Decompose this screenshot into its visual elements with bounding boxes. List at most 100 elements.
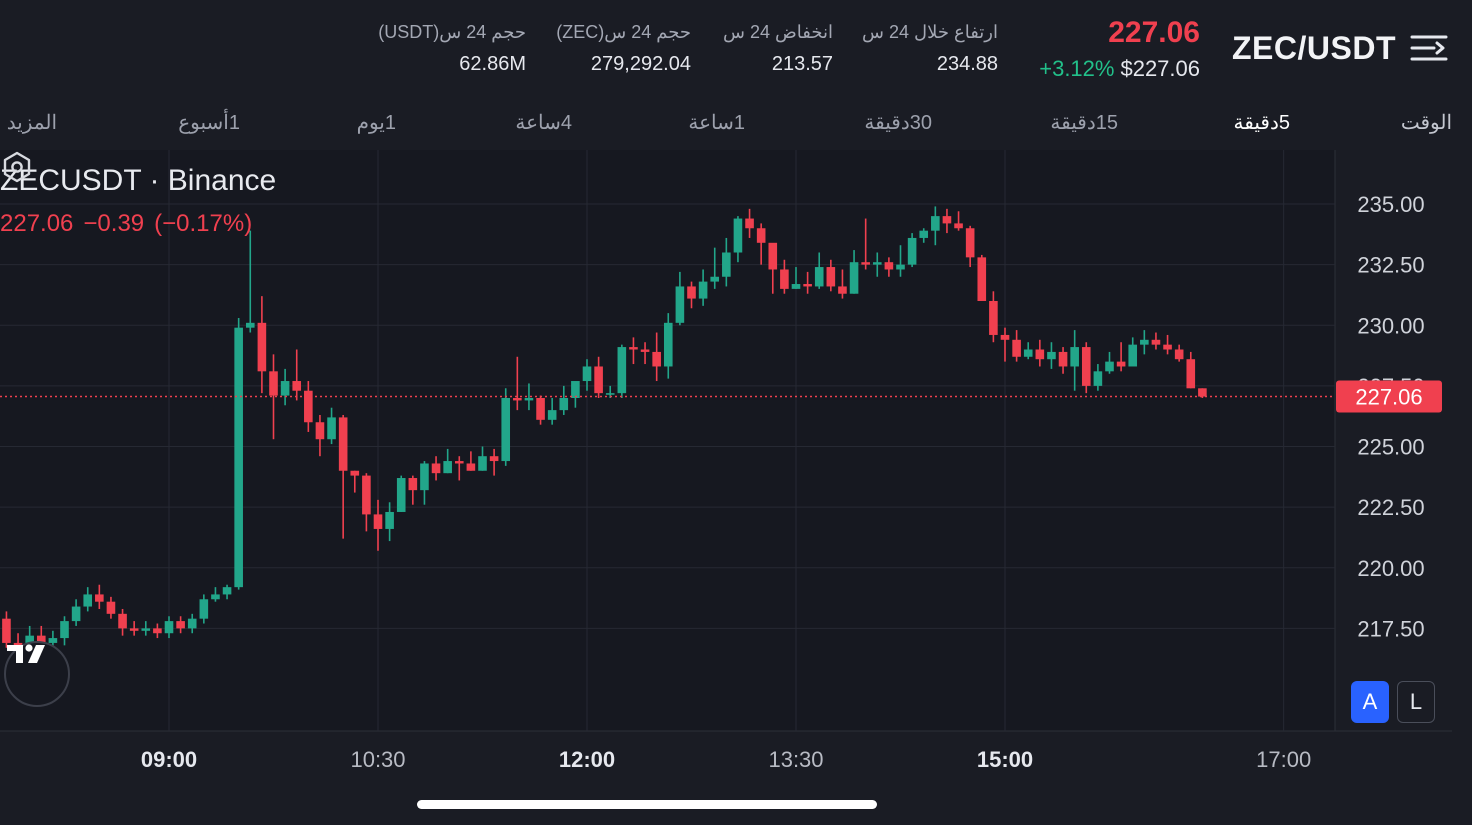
stat-label: حجم 24 س(USDT) bbox=[378, 22, 526, 42]
stat-24h-volume-usdt: حجم 24 س(USDT) 62.86M bbox=[378, 22, 526, 76]
price-axis-panel bbox=[1335, 150, 1472, 785]
tab-5m[interactable]: 5دقيقة bbox=[1233, 112, 1290, 134]
time-axis-panel bbox=[0, 731, 1472, 785]
y-tick-label: 230.00 bbox=[1357, 313, 1424, 338]
pair-title[interactable]: ZEC/USDT bbox=[1232, 30, 1396, 66]
candle-body bbox=[1012, 339, 1021, 357]
candle-body bbox=[826, 267, 836, 287]
candle-body bbox=[36, 635, 46, 643]
candlestick-chart[interactable]: 217.50220.00222.50225.00227.50230.00232.… bbox=[0, 150, 1472, 785]
candle-body bbox=[942, 216, 952, 224]
candle-body bbox=[420, 463, 429, 491]
candle-body bbox=[1058, 351, 1068, 367]
last-price-tag-label: 227.06 bbox=[1355, 385, 1422, 410]
candle-body bbox=[791, 284, 801, 289]
candle-body bbox=[872, 262, 882, 265]
candle-body bbox=[245, 322, 255, 328]
candle-body bbox=[1105, 361, 1114, 372]
candle-body bbox=[362, 475, 371, 515]
candle-body bbox=[327, 417, 336, 440]
candle-body bbox=[547, 410, 557, 420]
auto-scale-button[interactable]: A bbox=[1351, 681, 1389, 723]
x-tick-label: 15:00 bbox=[977, 747, 1033, 772]
y-tick-label: 217.50 bbox=[1357, 616, 1424, 641]
candle-body bbox=[304, 390, 313, 423]
candle-body bbox=[118, 613, 127, 629]
candle-body bbox=[373, 514, 383, 529]
stat-24h-volume-zec: حجم 24 س(ZEC) 279,292.04 bbox=[556, 22, 691, 76]
candle-body bbox=[431, 463, 441, 474]
last-price: 227.06 bbox=[1108, 16, 1200, 49]
candle-body bbox=[83, 594, 93, 607]
candle-body bbox=[1163, 344, 1172, 350]
candle-body bbox=[931, 216, 940, 231]
candle-body bbox=[965, 228, 975, 258]
candle-body bbox=[907, 237, 917, 265]
price-chart[interactable]: 217.50220.00222.50225.00227.50230.00232.… bbox=[0, 150, 1472, 785]
candle-body bbox=[896, 264, 905, 270]
x-tick-label: 10:30 bbox=[350, 747, 405, 772]
legend-change-pct: (−0.17%) bbox=[154, 210, 253, 237]
stat-label: انخفاض 24 س bbox=[723, 22, 833, 42]
candle-body bbox=[582, 366, 592, 382]
candle-body bbox=[257, 322, 267, 372]
candle-body bbox=[1151, 339, 1161, 345]
x-tick-label: 12:00 bbox=[559, 747, 615, 772]
tab-1w[interactable]: 1أسبوع bbox=[178, 112, 240, 134]
candle-body bbox=[663, 322, 673, 367]
candle-body bbox=[594, 366, 603, 394]
log-scale-button[interactable]: L bbox=[1397, 681, 1435, 723]
tab-30m[interactable]: 30دقيقة bbox=[864, 112, 932, 134]
y-tick-label: 235.00 bbox=[1357, 192, 1424, 217]
change-percent: +3.12% bbox=[1039, 56, 1115, 81]
stat-label: حجم 24 س(ZEC) bbox=[556, 22, 691, 42]
tab-1h[interactable]: 1ساعة bbox=[688, 112, 745, 134]
timeframe-bar: الوقت 5دقيقة 15دقيقة 30دقيقة 1ساعة 4ساعة… bbox=[0, 100, 1472, 150]
candle-body bbox=[536, 398, 545, 420]
x-tick-label: 09:00 bbox=[141, 747, 197, 772]
candle-body bbox=[954, 223, 963, 229]
settings-gear-icon[interactable] bbox=[0, 150, 34, 184]
candle-body bbox=[350, 470, 360, 476]
candle-body bbox=[571, 381, 580, 398]
stat-label: ارتفاع خلال 24 س bbox=[862, 22, 998, 42]
legend-values: 227.06 −0.39 (−0.17%) bbox=[0, 210, 262, 238]
candle-body bbox=[989, 301, 998, 335]
home-indicator[interactable] bbox=[417, 800, 877, 809]
candle-body bbox=[106, 601, 116, 614]
y-tick-label: 222.50 bbox=[1357, 495, 1424, 520]
tab-15m[interactable]: 15دقيقة bbox=[1050, 112, 1118, 134]
menu-collapse-icon[interactable] bbox=[1410, 33, 1448, 63]
timeframe-label: الوقت bbox=[1400, 112, 1452, 134]
candle-body bbox=[1035, 349, 1045, 360]
candle-body bbox=[733, 218, 743, 253]
candle-body bbox=[153, 628, 162, 634]
candle-body bbox=[129, 628, 139, 631]
stat-value: 213.57 bbox=[771, 53, 833, 75]
candle-body bbox=[605, 393, 615, 395]
candle-body bbox=[141, 628, 151, 631]
tab-1d[interactable]: 1يوم bbox=[356, 112, 396, 134]
candle-body bbox=[501, 398, 511, 462]
candle-body bbox=[1023, 349, 1033, 357]
stat-24h-low: انخفاض 24 س 213.57 bbox=[723, 22, 833, 76]
stat-value: 279,292.04 bbox=[590, 53, 691, 75]
tradingview-logo-icon[interactable] bbox=[4, 641, 70, 707]
candle-body bbox=[756, 228, 766, 243]
candle-body bbox=[1000, 334, 1010, 340]
candle-body bbox=[222, 587, 232, 595]
candle-body bbox=[559, 398, 569, 411]
legend-price: 227.06 bbox=[0, 210, 74, 237]
candle-body bbox=[849, 262, 859, 294]
x-tick-label: 17:00 bbox=[1256, 747, 1311, 772]
candle-body bbox=[269, 371, 278, 396]
candle-body bbox=[1198, 388, 1207, 397]
candle-body bbox=[489, 456, 499, 462]
candle-body bbox=[2, 618, 11, 643]
candle-body bbox=[396, 478, 406, 512]
candle-body bbox=[1047, 351, 1056, 360]
stat-value: 62.86M bbox=[459, 53, 526, 75]
tab-more[interactable]: المزيد ▼ bbox=[0, 110, 57, 135]
tab-4h[interactable]: 4ساعة bbox=[515, 112, 572, 134]
chart-background bbox=[0, 150, 1472, 785]
